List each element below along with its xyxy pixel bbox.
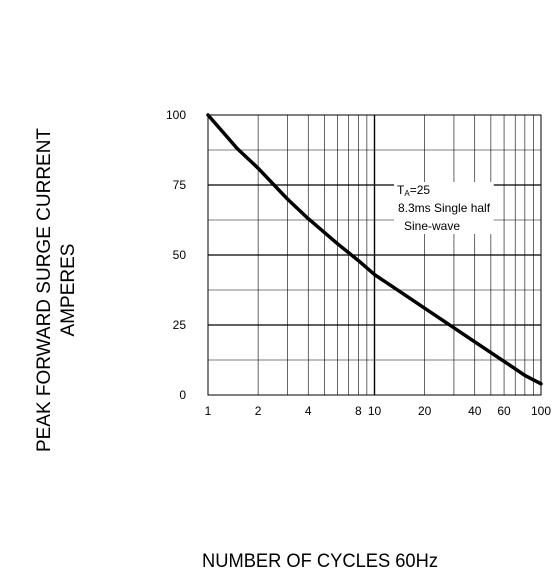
y-tick-label: 0	[179, 388, 186, 402]
surge-curve-line	[206, 113, 543, 386]
x-tick-label: 100	[531, 404, 551, 418]
y-axis-title: PEAK FORWARD SURGE CURRENT AMPERES	[34, 128, 79, 452]
x-tick-label: 10	[368, 404, 382, 418]
x-tick-label: 1	[205, 404, 212, 418]
annotation-background	[394, 182, 494, 234]
x-tick-label: 4	[305, 404, 312, 418]
x-tick-label: 40	[468, 404, 482, 418]
x-tick-label: 8	[355, 404, 362, 418]
y-axis-title-line1: PEAK FORWARD SURGE CURRENT	[34, 128, 55, 452]
plot-frame	[207, 114, 542, 396]
x-tick-labels: 1 2 4 8 10 20 40 60 100	[205, 404, 552, 418]
x-tick-label: 20	[418, 404, 432, 418]
y-tick-label: 75	[173, 178, 187, 192]
x-tick-label: 60	[497, 404, 511, 418]
y-tick-label: 100	[166, 108, 186, 122]
annotation-line1: TA=25	[397, 183, 430, 198]
annotation-line2: 8.3ms Single half	[398, 201, 491, 215]
x-axis-title: NUMBER OF CYCLES 60Hz	[202, 551, 438, 572]
y-tick-label: 50	[173, 248, 187, 262]
y-axis-title-line2: AMPERES	[58, 244, 79, 337]
y-tick-labels: 0 25 50 75 100	[166, 108, 186, 402]
x-tick-label: 2	[255, 404, 262, 418]
annotation-line3: Sine-wave	[404, 219, 460, 233]
y-tick-label: 25	[173, 318, 187, 332]
